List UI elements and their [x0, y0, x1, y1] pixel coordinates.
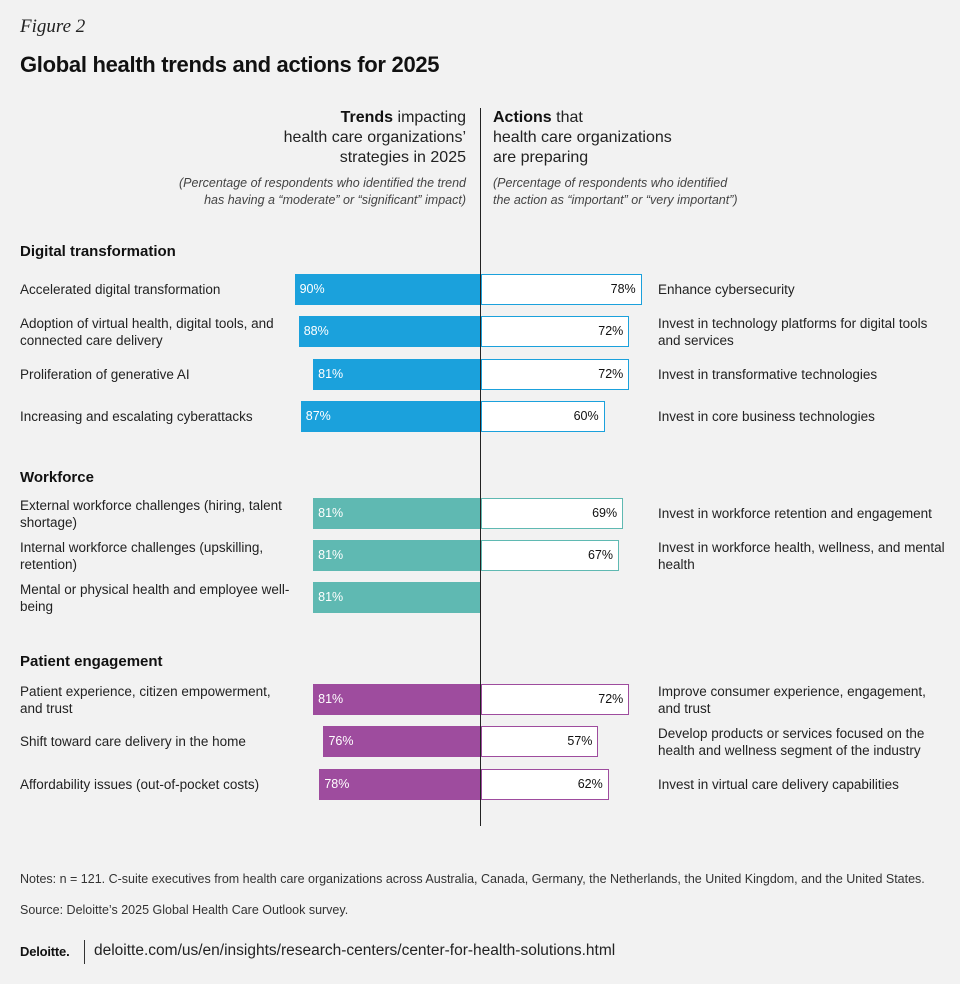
trend-bar: 78%	[319, 769, 480, 800]
actions-header-line-2: health care organizations	[493, 129, 672, 146]
actions-column-header: Actions that health care organizations a…	[493, 108, 813, 168]
action-bar: 60%	[481, 401, 605, 432]
trend-label: Accelerated digital transformation	[20, 282, 221, 297]
trend-label: Affordability issues (out-of-pocket cost…	[20, 777, 260, 792]
trend-label: Mental or physical health and employee w…	[20, 582, 290, 614]
actions-subheader-line-1: (Percentage of respondents who identifie…	[493, 176, 728, 190]
footer-url-link[interactable]: deloitte.com/us/en/insights/research-cen…	[94, 942, 616, 959]
section-title: Workforce	[20, 469, 94, 486]
action-label: Invest in workforce retention and engage…	[658, 506, 932, 521]
trends-header-strong: Trends	[340, 109, 394, 126]
action-bar: 69%	[481, 498, 624, 529]
trend-bar: 81%	[313, 359, 480, 390]
actions-column-subheader: (Percentage of respondents who identifie…	[493, 175, 833, 209]
trend-bar: 81%	[313, 684, 480, 715]
action-label: Invest in virtual care delivery capabili…	[658, 777, 899, 792]
action-bar: 72%	[481, 359, 630, 390]
trend-label: Internal workforce challenges (upskillin…	[20, 540, 264, 572]
source-text: Source: Deloitte’s 2025 Global Health Ca…	[20, 903, 349, 917]
action-bar: 57%	[481, 726, 599, 757]
figure-label: Figure 2	[20, 16, 86, 37]
trend-label: Patient experience, citizen empowerment,…	[20, 684, 271, 716]
action-label: Develop products or services focused on …	[658, 726, 925, 758]
trend-label: Proliferation of generative AI	[20, 367, 190, 382]
trend-label: Shift toward care delivery in the home	[20, 734, 246, 749]
action-bar: 62%	[481, 769, 609, 800]
trend-bar: 81%	[313, 540, 480, 571]
action-label: Invest in transformative technologies	[658, 367, 878, 382]
trend-bar: 81%	[313, 498, 480, 529]
trends-header-rest: impacting	[393, 109, 466, 126]
deloitte-logo: Deloitte.	[20, 944, 70, 959]
actions-header-line-3: are preparing	[493, 149, 589, 166]
trends-column-header: Trends impacting health care organizatio…	[146, 108, 466, 168]
center-axis-line	[480, 108, 481, 826]
trends-subheader-line-2: has having a “moderate” or “significant”…	[204, 193, 466, 207]
action-label: Enhance cybersecurity	[658, 282, 795, 297]
trend-bar: 87%	[300, 401, 480, 432]
trend-bar: 81%	[313, 582, 480, 613]
actions-header-rest: that	[551, 109, 583, 126]
trend-label: External workforce challenges (hiring, t…	[20, 498, 282, 530]
action-bar: 72%	[481, 316, 630, 347]
notes-text: Notes: n = 121. C-suite executives from …	[20, 872, 925, 886]
actions-subheader-line-2: the action as “important” or “very impor…	[493, 193, 738, 207]
trend-label: Adoption of virtual health, digital tool…	[20, 316, 274, 348]
action-bar: 78%	[481, 274, 642, 305]
trend-bar: 88%	[298, 316, 480, 347]
trend-label: Increasing and escalating cyberattacks	[20, 409, 253, 424]
section-title: Patient engagement	[20, 653, 163, 670]
trends-header-line-2: health care organizations’	[283, 129, 466, 146]
action-label: Improve consumer experience, engagement,…	[658, 684, 926, 716]
action-label: Invest in core business technologies	[658, 409, 875, 424]
trends-column-subheader: (Percentage of respondents who identifie…	[126, 175, 466, 209]
footer-divider	[84, 940, 85, 964]
trend-bar: 76%	[323, 726, 480, 757]
trend-bar: 90%	[294, 274, 480, 305]
section-title: Digital transformation	[20, 243, 176, 260]
action-bar: 72%	[481, 684, 630, 715]
chart-title: Global health trends and actions for 202…	[20, 52, 440, 77]
trends-subheader-line-1: (Percentage of respondents who identifie…	[179, 176, 466, 190]
trends-header-line-3: strategies in 2025	[339, 149, 466, 166]
action-bar: 67%	[481, 540, 620, 571]
action-label: Invest in technology platforms for digit…	[658, 316, 928, 348]
actions-header-strong: Actions	[493, 109, 552, 126]
action-label: Invest in workforce health, wellness, an…	[658, 540, 945, 572]
